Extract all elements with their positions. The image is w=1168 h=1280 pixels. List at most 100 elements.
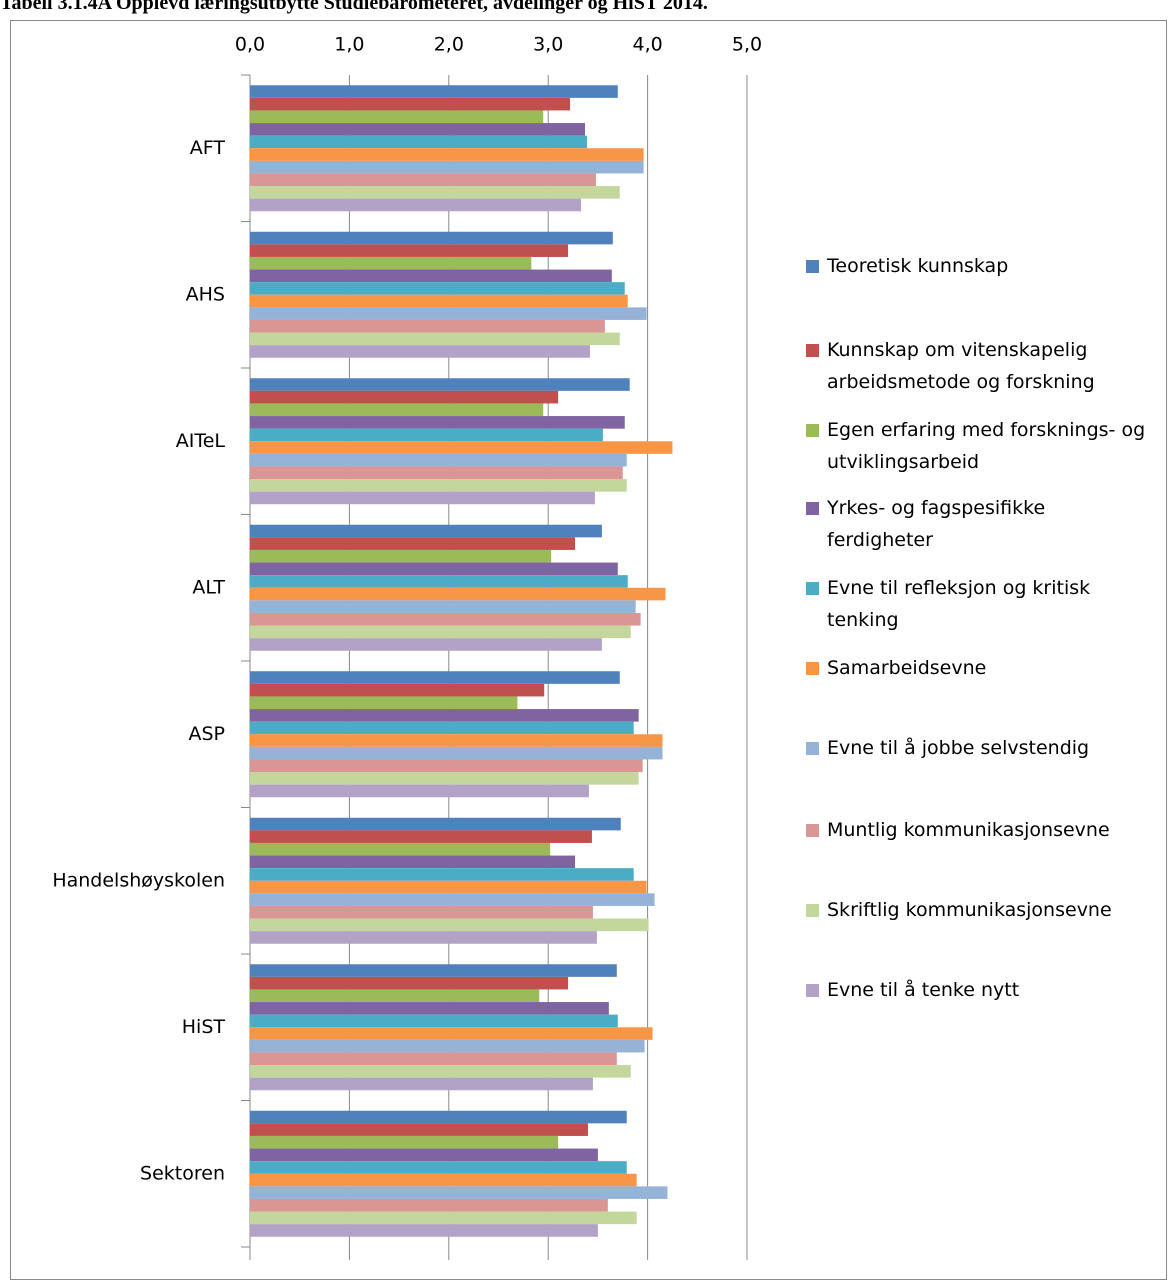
- legend-swatch: [806, 662, 819, 675]
- bar: [250, 1065, 631, 1078]
- legend-label: Yrkes- og fagspesifikke ferdigheter: [827, 497, 1046, 551]
- bar: [250, 587, 666, 601]
- bar: [250, 612, 641, 626]
- bar: [250, 441, 673, 454]
- bar: [250, 403, 544, 417]
- chart-title: Tabell 3.1.4A Opplevd læringsutbytte Stu…: [0, 0, 708, 14]
- legend-label: Evne til å tenke nytt: [827, 979, 1020, 1001]
- bar: [250, 390, 559, 404]
- legend-entry: Kunnskap om vitenskapelig arbeidsmetode …: [806, 334, 1156, 398]
- bar: [250, 1148, 598, 1162]
- bar: [250, 562, 618, 576]
- bar: [250, 466, 623, 480]
- y-tick-label: Handelshøyskolen: [52, 869, 225, 891]
- bar: [250, 600, 636, 613]
- bar: [250, 759, 643, 773]
- bar: [250, 880, 647, 894]
- bar: [250, 549, 552, 563]
- bar: [250, 110, 544, 124]
- bar: [250, 378, 630, 391]
- legend-entry: Skriftlig kommunikasjonsevne: [806, 894, 1112, 926]
- bar: [250, 817, 621, 831]
- bar: [250, 269, 612, 283]
- bar: [250, 638, 602, 651]
- y-tick-label: Sektoren: [140, 1162, 225, 1184]
- bar: [250, 905, 593, 919]
- bar: [250, 1077, 593, 1091]
- legend-label: Teoretisk kunnskap: [827, 255, 1009, 277]
- bar: [250, 989, 540, 1003]
- bar: [250, 734, 663, 747]
- bar: [250, 1135, 559, 1149]
- y-tick-label: HiST: [182, 1016, 226, 1038]
- legend-entry: Teoretisk kunnskap: [806, 250, 1008, 282]
- legend-swatch: [806, 984, 819, 997]
- bar: [250, 524, 602, 538]
- bar: [250, 256, 532, 270]
- bar: [250, 479, 627, 492]
- bar: [250, 1211, 637, 1225]
- legend-entry: Evne til refleksjon og kritisk tenking: [806, 572, 1156, 636]
- legend-entry: Samarbeidsevne: [806, 652, 986, 684]
- bar: [250, 1198, 608, 1212]
- bar: [250, 868, 634, 881]
- bar: [250, 282, 625, 295]
- bar: [250, 160, 644, 174]
- legend-entry: Evne til å jobbe selvstendig: [806, 732, 1089, 764]
- bar: [250, 491, 595, 505]
- legend-label: Evne til refleksjon og kritisk tenking: [827, 577, 1091, 631]
- x-tick-label: 4,0: [632, 34, 662, 56]
- bar: [250, 294, 628, 308]
- legend-entry: Muntlig kommunikasjonsevne: [806, 814, 1110, 846]
- bar: [250, 345, 590, 358]
- bar: [250, 671, 620, 684]
- y-tick-label: ASP: [188, 723, 225, 745]
- x-tick-label: 5,0: [732, 34, 762, 56]
- bar: [250, 428, 603, 442]
- bar: [250, 709, 639, 722]
- x-tick-label: 2,0: [434, 34, 464, 56]
- x-tick-label: 3,0: [533, 34, 563, 56]
- legend-label: Samarbeidsevne: [827, 657, 987, 679]
- bar: [250, 1110, 627, 1124]
- bar: [250, 1173, 637, 1187]
- legend-label: Kunnskap om vitenskapelig arbeidsmetode …: [827, 339, 1095, 393]
- bar: [250, 893, 655, 906]
- y-tick-label: AITeL: [176, 430, 226, 452]
- bar: [250, 173, 596, 187]
- legend-swatch: [806, 582, 819, 595]
- bar: [250, 453, 627, 467]
- legend-swatch: [806, 260, 819, 273]
- bar: [250, 772, 639, 785]
- bar: [250, 625, 631, 639]
- bar: [250, 307, 647, 320]
- bar: [250, 135, 587, 149]
- bar: [250, 123, 585, 136]
- bar: [250, 721, 634, 735]
- bar: [250, 1161, 627, 1174]
- y-tick-label: AFT: [190, 137, 226, 159]
- bar: [250, 830, 592, 843]
- bar: [250, 148, 644, 161]
- legend-swatch: [806, 742, 819, 755]
- bar: [250, 784, 589, 798]
- legend-swatch: [806, 424, 819, 437]
- x-tick-label: 1,0: [334, 34, 364, 56]
- bar: [250, 1123, 588, 1136]
- x-tick-label: 0,0: [235, 34, 265, 56]
- bar: [250, 683, 545, 697]
- bar: [250, 696, 518, 710]
- bar: [250, 1052, 617, 1066]
- legend-swatch: [806, 824, 819, 837]
- legend-label: Egen erfaring med forsknings- og utvikli…: [827, 419, 1146, 473]
- bar: [250, 1002, 609, 1015]
- bar: [250, 1224, 598, 1237]
- bar: [250, 931, 597, 944]
- bar: [250, 1014, 618, 1028]
- bar: [250, 244, 569, 257]
- bar: [250, 319, 605, 333]
- legend-label: Muntlig kommunikasjonsevne: [827, 819, 1110, 841]
- bar: [250, 537, 576, 550]
